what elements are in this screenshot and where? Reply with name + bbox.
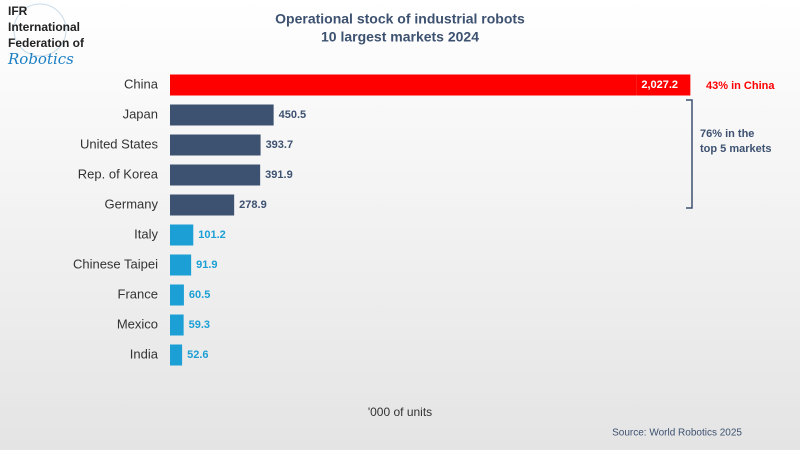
bar (170, 284, 184, 306)
y-tick-label: United States (80, 136, 159, 151)
value-label: 278.9 (239, 199, 267, 211)
y-tick-label: India (130, 346, 159, 361)
value-label: 393.7 (266, 139, 294, 151)
logo-text: IFR (8, 4, 28, 18)
bar (170, 104, 274, 126)
logo-script: Robotics (7, 50, 74, 68)
value-label: 59.3 (189, 319, 210, 331)
bar (170, 314, 184, 336)
chart-subtitle: 10 largest markets 2024 (321, 29, 479, 45)
value-label: 91.9 (196, 259, 217, 271)
x-axis-label: '000 of units (368, 405, 432, 419)
annotation: 76% in the (700, 128, 754, 140)
value-label: 52.6 (187, 349, 208, 361)
value-label-box (636, 74, 691, 96)
bracket (686, 99, 693, 209)
y-tick-label: Italy (134, 226, 158, 241)
bar (170, 164, 261, 186)
y-tick-label: France (118, 286, 158, 301)
value-label: 2,027.2 (641, 79, 678, 91)
bar (170, 254, 192, 276)
y-tick-label: Japan (123, 106, 158, 121)
logo-globe (13, 3, 67, 57)
logo-text: International (8, 20, 80, 34)
value-label: 391.9 (265, 169, 293, 181)
logo: IFR International Federation of Robotics (7, 3, 85, 68)
value-label: 60.5 (189, 289, 210, 301)
value-label: 101.2 (198, 229, 226, 241)
bar (170, 74, 637, 96)
y-tick-label: Chinese Taipei (73, 256, 158, 271)
chart-title: Operational stock of industrial robots (275, 11, 525, 27)
logo-text: Federation of (8, 36, 85, 50)
value-label: 450.5 (279, 109, 307, 121)
bar (170, 224, 194, 246)
y-tick-label: Rep. of Korea (78, 166, 159, 181)
y-tick-label: Germany (105, 196, 159, 211)
bar (170, 134, 261, 156)
source: Source: World Robotics 2025 (612, 428, 742, 439)
y-tick-label: Mexico (117, 316, 158, 331)
annotation: top 5 markets (700, 143, 772, 155)
y-tick-label: China (124, 76, 159, 91)
bar (170, 194, 235, 216)
bar (170, 344, 183, 366)
annotation: 43% in China (706, 80, 775, 92)
